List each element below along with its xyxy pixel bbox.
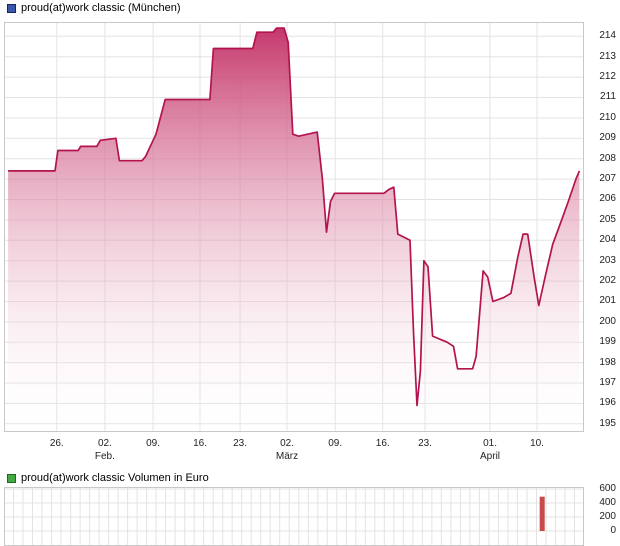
price-y-axis-label: 204 (599, 234, 616, 246)
price-x-axis-month-label: März (275, 451, 299, 462)
price-y-axis-label: 205 (599, 213, 616, 225)
price-y-axis-label: 206 (599, 193, 616, 205)
price-y-axis-label: 212 (599, 71, 616, 83)
price-x-axis-label: 02. (97, 438, 112, 449)
price-x-axis-label: 10. (530, 438, 544, 449)
price-y-axis-label: 210 (599, 111, 616, 123)
price-x-axis-label: 09. (146, 438, 160, 449)
price-chart-canvas (4, 22, 584, 432)
price-y-axis-label: 199 (599, 336, 616, 348)
price-y-axis-label: 202 (599, 275, 616, 287)
price-y-axis-label: 207 (599, 173, 616, 185)
price-y-axis-label: 200 (599, 315, 616, 327)
price-y-axis-label: 198 (599, 356, 616, 368)
price-y-axis-label: 211 (600, 91, 616, 103)
price-y-axis-label: 201 (599, 295, 616, 307)
volume-y-axis-label: 600 (599, 483, 616, 494)
price-x-axis-label: 16. (193, 438, 207, 449)
price-series-legend-icon (7, 3, 16, 13)
volume-chart-header: proud(at)work classic Volumen in Euro (7, 472, 209, 484)
price-chart-header: proud(at)work classic (München) (7, 2, 181, 14)
volume-y-axis-label: 200 (599, 511, 616, 522)
volume-y-axis-label: 0 (610, 525, 616, 536)
price-chart-title: proud(at)work classic (München) (21, 2, 181, 14)
price-x-axis-label: 26. (49, 438, 64, 449)
price-x-axis-label: 23. (233, 438, 247, 449)
volume-series-legend-icon (7, 473, 16, 483)
price-x-axis-month-label: Feb. (94, 451, 115, 462)
price-x-axis-label: 01. (483, 438, 497, 449)
price-y-axis-label: 209 (599, 132, 616, 144)
price-x-axis-label: 16. (375, 438, 390, 449)
volume-chart-title: proud(at)work classic Volumen in Euro (21, 472, 209, 484)
price-y-axis-label: 197 (599, 377, 616, 389)
price-y-axis-label: 203 (599, 254, 616, 266)
price-x-axis-label: 23. (418, 438, 433, 449)
volume-chart-canvas (4, 487, 584, 546)
price-x-axis-label: 09. (328, 438, 343, 449)
price-y-axis-label: 208 (599, 152, 616, 164)
price-y-axis-label: 195 (599, 417, 616, 429)
price-y-axis-label: 214 (599, 30, 616, 42)
price-x-axis-label: 02. (280, 438, 294, 449)
volume-y-axis-label: 400 (599, 497, 616, 508)
price-x-axis-month-label: April (480, 451, 501, 462)
price-y-axis-label: 213 (599, 50, 616, 62)
price-y-axis-label: 196 (599, 397, 616, 409)
